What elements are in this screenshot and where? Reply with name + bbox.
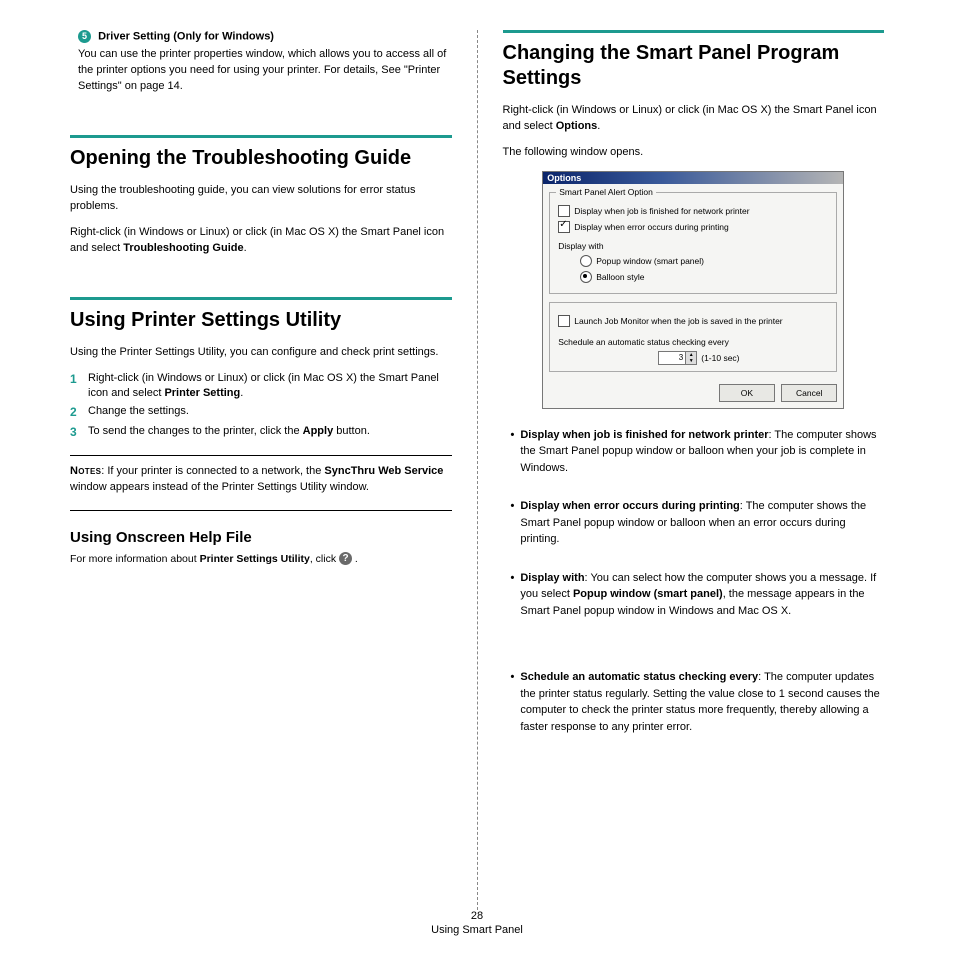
alert-option-fieldset: Smart Panel Alert Option Display when jo… (549, 192, 837, 294)
settings-utility-heading: Using Printer Settings Utility (70, 308, 452, 333)
interval-input[interactable] (658, 351, 686, 365)
spinner-arrows-icon[interactable]: ▲▼ (686, 351, 697, 365)
fieldset-legend: Smart Panel Alert Option (556, 187, 656, 197)
cancel-button[interactable]: Cancel (781, 384, 837, 402)
checkbox-icon[interactable] (558, 315, 570, 327)
bullet-display-with: Display with: You can select how the com… (511, 570, 885, 620)
settings-utility-steps: 1Right-click (in Windows or Linux) or cl… (70, 371, 452, 441)
driver-setting-title: Driver Setting (Only for Windows) (98, 30, 274, 42)
notes-text: Notes: If your printer is connected to a… (70, 464, 452, 496)
step-1: 1Right-click (in Windows or Linux) or cl… (70, 371, 452, 402)
bullet-display-finished: Display when job is finished for network… (511, 427, 885, 477)
left-column: 5 Driver Setting (Only for Windows) You … (40, 30, 477, 910)
section-rule (70, 135, 452, 138)
radio-row-2[interactable]: Balloon style (580, 271, 828, 283)
checkbox-icon[interactable] (558, 205, 570, 217)
bullet-display-error: Display when error occurs during printin… (511, 498, 885, 548)
page-footer: 28 Using Smart Panel (0, 910, 954, 936)
onscreen-help-heading: Using Onscreen Help File (70, 529, 452, 546)
schedule-label: Schedule an automatic status checking ev… (558, 337, 828, 347)
bullet-schedule: Schedule an automatic status checking ev… (511, 669, 885, 735)
notes-rule-top (70, 455, 452, 456)
section-name: Using Smart Panel (0, 924, 954, 936)
changing-settings-p2: The following window opens. (503, 145, 885, 161)
interval-range: (1-10 sec) (701, 353, 739, 363)
radio-icon[interactable] (580, 255, 592, 267)
dialog-titlebar: Options (543, 172, 843, 184)
notes-rule-bottom (70, 510, 452, 511)
step-2: 2Change the settings. (70, 404, 452, 421)
troubleshooting-p2: Right-click (in Windows or Linux) or cli… (70, 225, 452, 257)
page-container: 5 Driver Setting (Only for Windows) You … (0, 0, 954, 910)
options-dialog: Options Smart Panel Alert Option Display… (542, 171, 844, 409)
checkbox-row-1[interactable]: Display when job is finished for network… (558, 205, 828, 217)
checkbox-row-2[interactable]: Display when error occurs during printin… (558, 221, 828, 233)
driver-setting-block: 5 Driver Setting (Only for Windows) (78, 30, 452, 43)
ok-button[interactable]: OK (719, 384, 775, 402)
interval-spinner[interactable]: ▲▼ (1-10 sec) (658, 351, 739, 365)
changing-settings-heading: Changing the Smart Panel Program Setting… (503, 41, 885, 91)
schedule-fieldset: Launch Job Monitor when the job is saved… (549, 302, 837, 372)
section-rule (70, 297, 452, 300)
troubleshooting-heading: Opening the Troubleshooting Guide (70, 146, 452, 171)
checkbox-icon[interactable] (558, 221, 570, 233)
radio-row-1[interactable]: Popup window (smart panel) (580, 255, 828, 267)
list-number-5-icon: 5 (78, 30, 91, 43)
radio-icon[interactable] (580, 271, 592, 283)
driver-setting-body: You can use the printer properties windo… (78, 47, 452, 95)
display-with-label: Display with (558, 241, 828, 251)
changing-settings-p1: Right-click (in Windows or Linux) or cli… (503, 103, 885, 135)
troubleshooting-p1: Using the troubleshooting guide, you can… (70, 183, 452, 215)
onscreen-help-text: For more information about Printer Setti… (70, 552, 452, 567)
page-number: 28 (0, 910, 954, 922)
right-column: Changing the Smart Panel Program Setting… (478, 30, 915, 910)
help-icon: ? (339, 552, 352, 565)
options-descriptions: Display when job is finished for network… (511, 427, 885, 736)
section-rule (503, 30, 885, 33)
settings-utility-intro: Using the Printer Settings Utility, you … (70, 345, 452, 361)
step-3: 3To send the changes to the printer, cli… (70, 424, 452, 441)
checkbox-launch-monitor[interactable]: Launch Job Monitor when the job is saved… (558, 315, 828, 327)
